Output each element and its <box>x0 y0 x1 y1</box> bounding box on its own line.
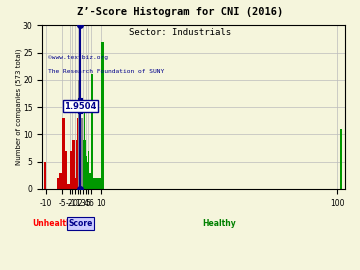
Text: 1.9504: 1.9504 <box>64 102 96 110</box>
Bar <box>65 151 67 189</box>
Bar <box>80 113 81 189</box>
Bar <box>75 178 76 189</box>
Bar <box>340 129 342 189</box>
Bar <box>89 173 90 189</box>
Bar <box>72 140 75 189</box>
Bar <box>101 42 104 189</box>
Bar <box>87 162 88 189</box>
Bar <box>57 178 59 189</box>
Bar <box>90 173 91 189</box>
Bar <box>79 96 80 189</box>
Bar <box>84 113 85 189</box>
Bar <box>83 140 84 189</box>
Bar <box>82 118 83 189</box>
Text: Sector: Industrials: Sector: Industrials <box>129 28 231 37</box>
Text: ©www.textbiz.org: ©www.textbiz.org <box>48 55 108 60</box>
Bar <box>78 80 79 189</box>
Bar <box>77 118 78 189</box>
Bar <box>59 173 62 189</box>
Text: Healthy: Healthy <box>202 219 236 228</box>
Bar <box>85 140 86 189</box>
Bar <box>44 162 46 189</box>
Text: Score: Score <box>68 219 93 228</box>
Bar <box>88 151 89 189</box>
Bar <box>94 178 101 189</box>
Bar <box>67 184 70 189</box>
Text: Unhealthy: Unhealthy <box>32 219 76 228</box>
Text: Z’-Score Histogram for CNI (2016): Z’-Score Histogram for CNI (2016) <box>77 7 283 17</box>
Bar <box>81 118 82 189</box>
Bar <box>76 140 77 189</box>
Y-axis label: Number of companies (573 total): Number of companies (573 total) <box>15 49 22 165</box>
Bar <box>86 156 87 189</box>
Text: The Research Foundation of SUNY: The Research Foundation of SUNY <box>48 69 165 75</box>
Bar <box>91 74 94 189</box>
Bar <box>62 118 65 189</box>
Bar <box>70 151 72 189</box>
